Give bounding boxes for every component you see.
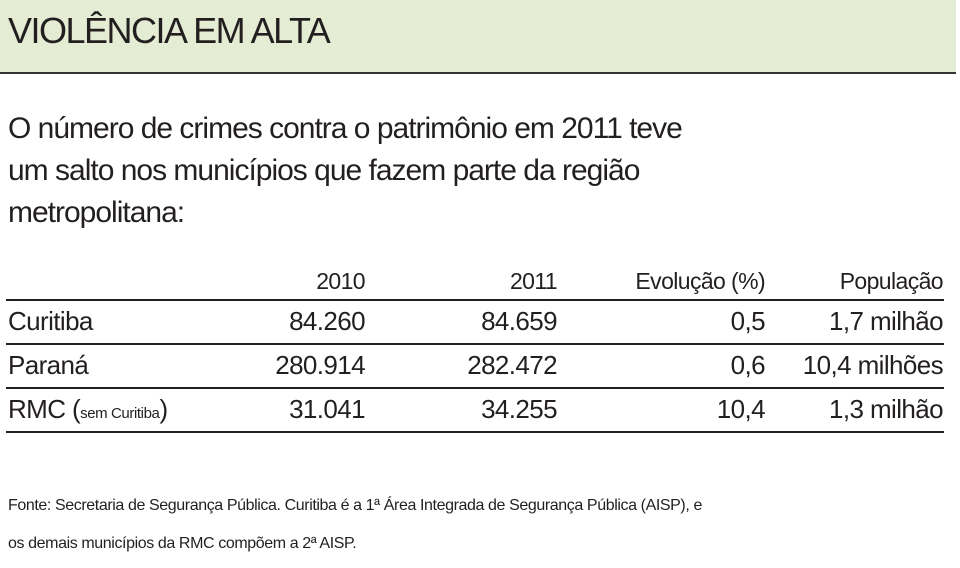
- table-cell: 0,5: [730, 306, 766, 336]
- table-cell: 31.041: [289, 394, 366, 424]
- table-cell: 1,7 milhão: [829, 306, 944, 336]
- column-header: 2010: [316, 268, 365, 294]
- intro-line: O número de crimes contra o patrimônio e…: [8, 112, 683, 145]
- table-cell: 34.255: [481, 394, 558, 424]
- footnote-line: Fonte: Secretaria de Segurança Pública. …: [8, 497, 702, 514]
- table-cell: 84.260: [289, 306, 366, 336]
- table-cell: 10,4 milhões: [802, 350, 944, 380]
- table-cell: 84.659: [481, 306, 558, 336]
- row-label: Paraná: [8, 350, 89, 381]
- intro-line: um salto nos municípios que fazem parte …: [8, 154, 640, 187]
- row-label-part: Paraná: [8, 350, 89, 380]
- intro-line: metropolitana:: [8, 196, 185, 229]
- rule: [6, 343, 944, 345]
- table-cell: 280.914: [275, 350, 365, 380]
- column-header: Evolução (%): [635, 268, 765, 294]
- table-cell: 1,3 milhão: [829, 394, 944, 424]
- table-cell: 10,4: [716, 394, 766, 424]
- column-header: População: [839, 268, 944, 294]
- footnote-line: os demais municípios da RMC compõem a 2ª…: [8, 535, 357, 552]
- column-header: 2011: [509, 268, 558, 294]
- rule: [6, 387, 944, 389]
- row-label: Curitiba: [8, 306, 93, 337]
- header-band: [0, 0, 956, 74]
- row-label-part: RMC (: [8, 394, 81, 424]
- table-cell: 282.472: [467, 350, 557, 380]
- rule: [6, 299, 944, 301]
- rule: [6, 431, 944, 433]
- row-label-part: ): [159, 394, 169, 424]
- row-label-part: sem Curitiba: [80, 405, 160, 422]
- row-label: RMC (sem Curitiba): [8, 394, 168, 425]
- table-cell: 0,6: [730, 350, 766, 380]
- row-label-part: Curitiba: [8, 306, 93, 336]
- title: VIOLÊNCIA EM ALTA: [8, 10, 331, 51]
